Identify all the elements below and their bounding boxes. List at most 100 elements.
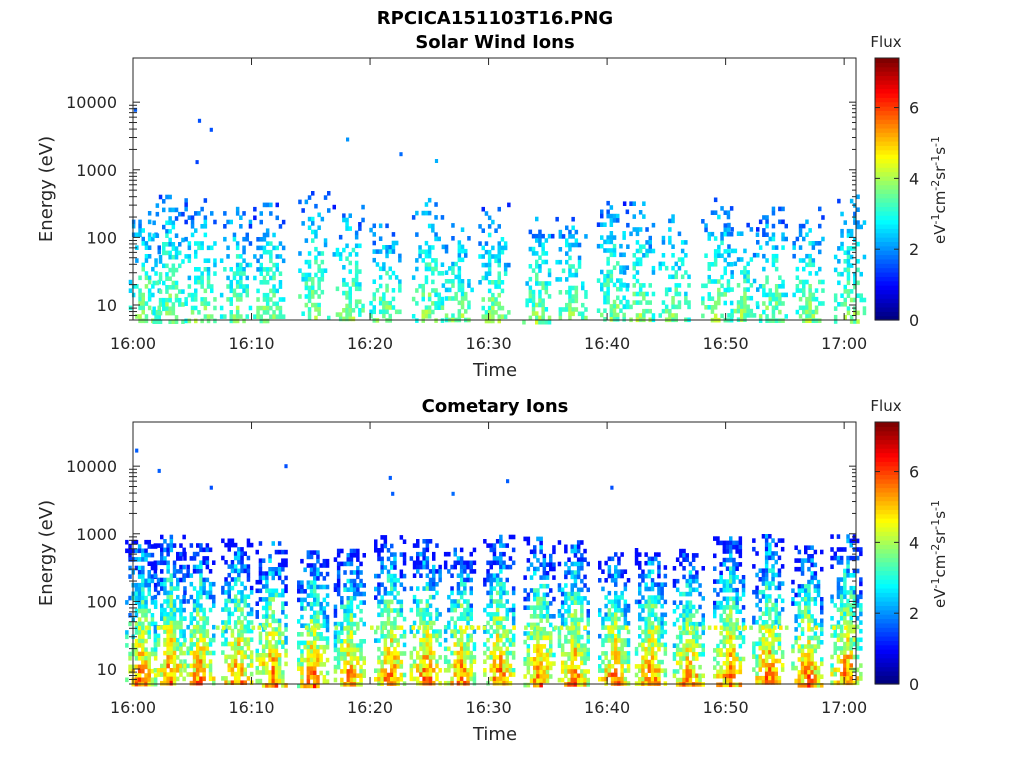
spectrogram-cell [576, 673, 581, 679]
spectrogram-cell [150, 621, 155, 627]
spectrogram-cell [771, 296, 776, 302]
spectrogram-cell [230, 671, 235, 677]
spectrogram-cell [183, 590, 187, 596]
spectrogram-cell [190, 310, 195, 315]
spectrogram-cell [647, 659, 652, 665]
spectrogram-cell [528, 264, 533, 269]
spectrogram-cell [179, 616, 183, 621]
spectrogram-cell [166, 590, 170, 596]
spectrogram-cell [246, 624, 251, 630]
spectrogram-cell [576, 548, 581, 554]
spectrogram-cell [239, 314, 243, 319]
spectrogram-cell [444, 287, 449, 293]
spectrogram-cell [567, 570, 571, 575]
y-axis-label: Energy (eV) [36, 136, 57, 242]
spectrogram-cell [166, 659, 170, 664]
spectrogram-cell [552, 652, 556, 658]
x-tick-label: 17:00 [821, 334, 867, 353]
spectrogram-cell [460, 291, 465, 297]
spectrogram-cell [536, 661, 540, 666]
spectrogram-cell [156, 642, 161, 647]
spectrogram-cell [176, 676, 180, 682]
spectrogram-cell [542, 631, 547, 636]
spectrogram-cell [456, 663, 461, 669]
spectrogram-cell [614, 651, 618, 656]
spectrogram-cell [657, 565, 661, 570]
spectrogram-cell [349, 643, 354, 648]
spectrogram-cell [713, 313, 718, 319]
spectrogram-cell [730, 270, 734, 275]
spectrogram-cell [644, 638, 648, 643]
spectrogram-cell [833, 297, 838, 303]
colorbar-segment [875, 62, 899, 68]
spectrogram-cell [499, 582, 503, 587]
spectrogram-cell [383, 668, 388, 673]
spectrogram-cell [425, 564, 430, 570]
spectrogram-cell [503, 271, 508, 276]
spectrogram-cell [253, 206, 257, 212]
spectrogram-cell [536, 592, 540, 598]
spectrogram-cell [502, 543, 506, 548]
spectrogram-cell [614, 646, 618, 652]
spectrogram-cell [687, 274, 691, 280]
spectrogram-cell [137, 638, 142, 644]
spectrogram-cell [679, 677, 683, 683]
spectrogram-cell [837, 302, 841, 307]
spectrogram-cell [811, 292, 816, 298]
spectrogram-cell [607, 664, 612, 669]
spectrogram-cell [749, 283, 754, 288]
spectrogram-cell [284, 562, 288, 568]
spectrogram-cell [369, 227, 373, 233]
spectrogram-cell [545, 562, 550, 567]
spectrogram-cell [184, 206, 188, 212]
spectrogram-cell [281, 588, 285, 594]
spectrogram-cell [650, 659, 655, 665]
spectrogram-cell [203, 232, 208, 238]
spectrogram-cell [695, 574, 699, 580]
spectrogram-cell [314, 203, 318, 209]
spectrogram-cell [303, 589, 307, 594]
spectrogram-cell [499, 676, 503, 682]
spectrogram-cell [306, 632, 311, 637]
spectrogram-cell [495, 633, 500, 639]
spectrogram-cell [843, 289, 847, 294]
spectrogram-cell [856, 241, 860, 247]
spectrogram-cell [719, 570, 723, 576]
spectrogram-cell [399, 672, 404, 678]
spectrogram-cell [555, 259, 559, 265]
spectrogram-cell [610, 621, 615, 626]
spectrogram-cell [432, 551, 436, 557]
colorbar-segment [875, 289, 899, 295]
spectrogram-cell [325, 558, 330, 564]
spectrogram-cell [162, 207, 166, 213]
spectrogram-cell [327, 208, 331, 213]
spectrogram-cell [598, 608, 602, 613]
spectrogram-cell [409, 650, 414, 656]
spectrogram-cell [354, 282, 359, 287]
spectrogram-cell [523, 575, 527, 580]
spectrogram-cell [237, 680, 241, 685]
spectrogram-cell [634, 651, 639, 656]
spectrogram-cell [346, 630, 350, 635]
spectrogram-cell [262, 318, 267, 324]
spectrogram-cell [463, 599, 467, 604]
spectrogram-cell [535, 264, 539, 269]
spectrogram-cell [713, 257, 718, 263]
spectrogram-cell [756, 304, 760, 310]
spectrogram-cell [695, 639, 699, 644]
spectrogram-cell [158, 289, 163, 294]
spectrogram-cell [749, 227, 754, 232]
spectrogram-cell [380, 565, 384, 570]
spectrogram-cell [620, 668, 624, 673]
spectrogram-cell [762, 253, 766, 259]
spectrogram-cell [657, 659, 661, 665]
spectrogram-cell [179, 551, 183, 557]
spectrogram-cell [141, 552, 145, 558]
spectrogram-cell [620, 552, 624, 557]
spectrogram-cell [144, 608, 148, 614]
spectrogram-cell [472, 560, 477, 566]
spectrogram-cell [265, 202, 270, 208]
spectrogram-cell [206, 314, 211, 319]
spectrogram-cell [695, 621, 699, 627]
spectrogram-cell [356, 604, 360, 610]
